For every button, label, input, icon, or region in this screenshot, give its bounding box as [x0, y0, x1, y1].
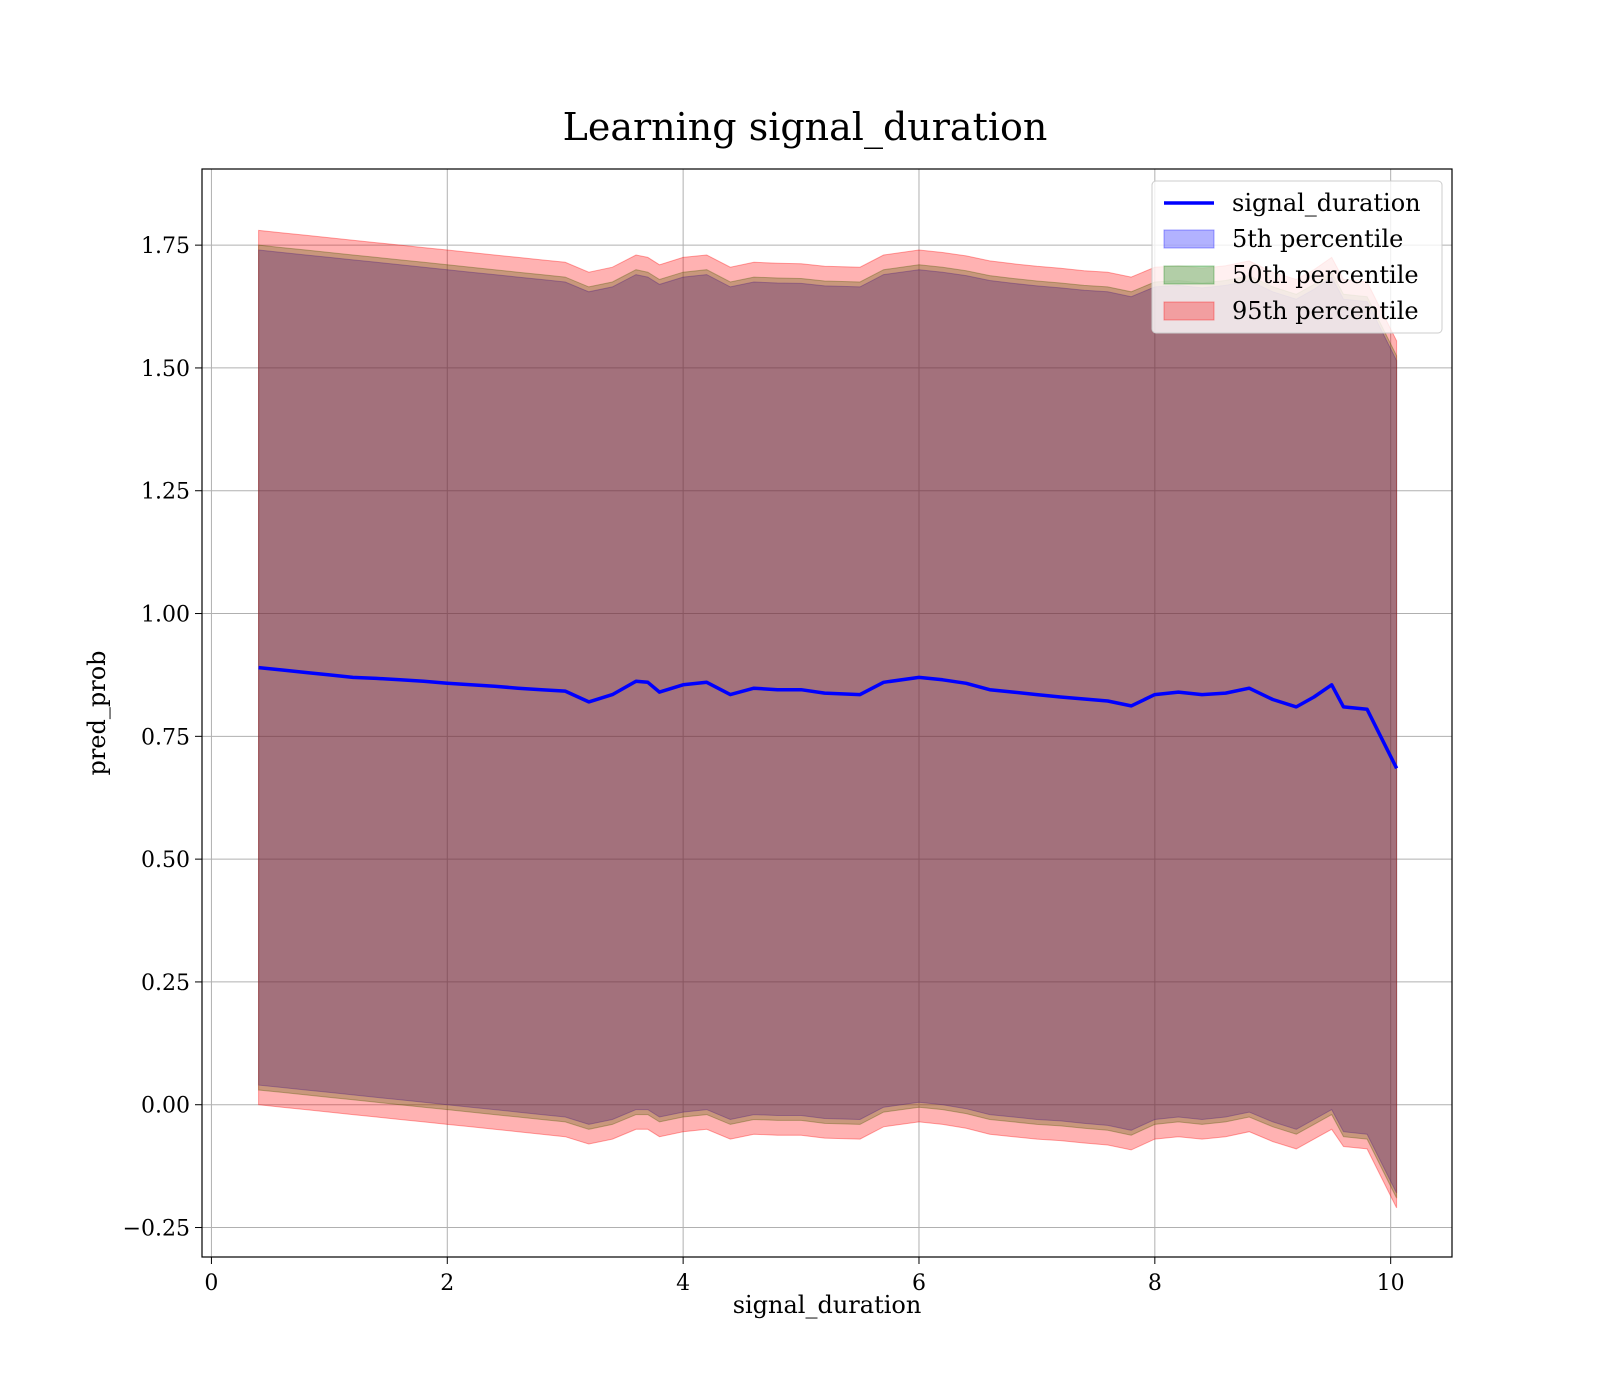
- x-tick-label-3: 6: [912, 1271, 926, 1296]
- legend-swatch-95th-percentile: [1163, 301, 1215, 321]
- band-95th-percentile: [258, 229, 1398, 1209]
- band-5th-percentile: [258, 249, 1398, 1194]
- legend-label-signal_duration: signal_duration: [1232, 189, 1421, 217]
- x-tick-label-1: 2: [440, 1271, 454, 1296]
- axis-ticks: 0 2 4 6 8 10 −0.25 0.00 0.25 0.50 0.75 1.00 1.25 1.50…: [123, 234, 1405, 1296]
- y-tick-label-3: 0.50: [141, 848, 190, 873]
- y-tick-label-7: 1.50: [141, 357, 190, 382]
- legend-box: [1151, 180, 1443, 334]
- y-tick-label-0: −0.25: [123, 1217, 190, 1242]
- y-tick-label-2: 0.25: [141, 971, 190, 996]
- legend-swatch-5th-percentile: [1163, 229, 1215, 249]
- legend-label-95th-percentile: 95th percentile: [1232, 297, 1419, 325]
- line-signal-duration: [258, 665, 1399, 770]
- legend-swatch-50th-percentile: [1163, 265, 1215, 285]
- x-tick-label-4: 8: [1148, 1271, 1162, 1296]
- grid-lines: [202, 169, 1452, 1257]
- x-axis-label: signal_duration: [733, 1291, 922, 1319]
- legend-label-50th-percentile: 50th percentile: [1232, 261, 1419, 289]
- chart-title: Learning signal_duration: [563, 105, 1048, 150]
- x-tick-label-5: 10: [1377, 1271, 1405, 1296]
- y-tick-label-5: 1.00: [141, 603, 190, 628]
- y-tick-label-8: 1.75: [141, 234, 190, 259]
- band-50th-percentile: [258, 244, 1398, 1199]
- legend: signal_duration 5th percentile 50th percen…: [1151, 180, 1443, 334]
- legend-label-5th-percentile: 5th percentile: [1232, 225, 1403, 253]
- plot-area-frame: [201, 168, 1453, 1258]
- series-lines: [258, 665, 1399, 770]
- y-tick-label-4: 0.75: [141, 725, 190, 750]
- percentile-bands: [258, 229, 1398, 1209]
- x-tick-label-0: 0: [204, 1271, 218, 1296]
- x-tick-label-2: 4: [676, 1271, 690, 1296]
- y-tick-label-1: 0.00: [141, 1094, 190, 1119]
- y-tick-label-6: 1.25: [141, 480, 190, 505]
- y-axis-label: pred_prob: [83, 650, 111, 775]
